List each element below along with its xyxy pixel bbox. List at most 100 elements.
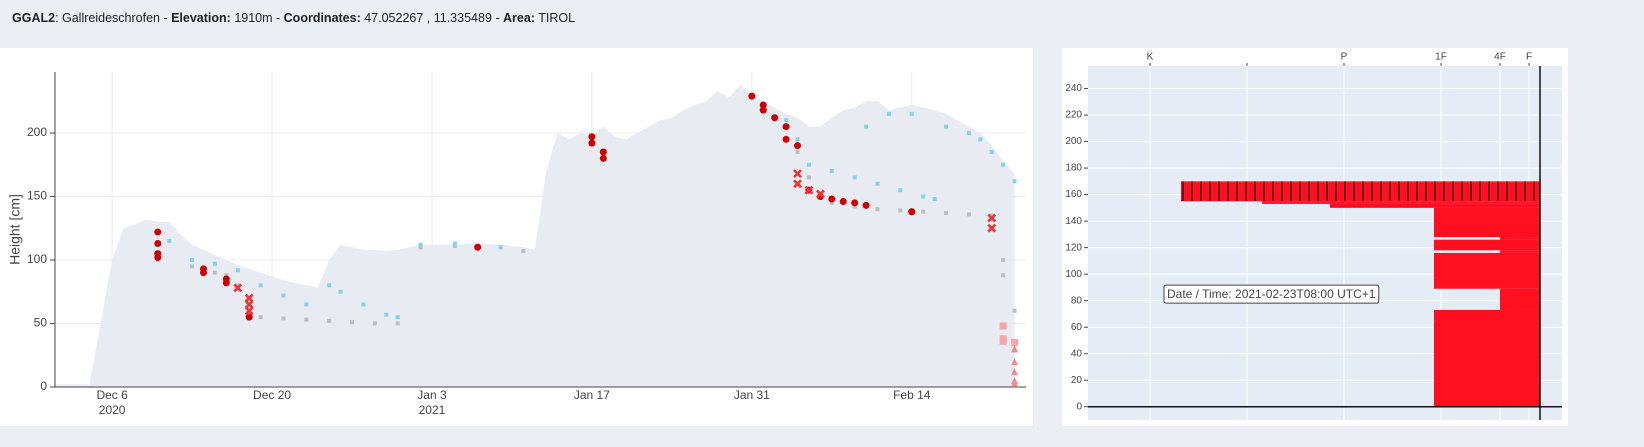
x-tick-label: 2021	[419, 403, 446, 417]
point	[233, 283, 243, 293]
hardness-layer	[1434, 207, 1540, 238]
y-tick-label: 220	[1065, 110, 1082, 121]
hardness-layer	[1500, 288, 1540, 310]
point	[1001, 257, 1006, 262]
point	[474, 243, 482, 251]
point	[599, 154, 607, 162]
y-tick-label: 100	[27, 252, 47, 266]
point	[921, 194, 926, 199]
y-axis-title: Height [cm]	[7, 194, 23, 265]
point	[167, 238, 172, 243]
point	[829, 200, 834, 205]
x-tick-label: 1F	[1435, 52, 1447, 63]
point	[989, 150, 994, 155]
y-tick-label: 0	[1076, 401, 1082, 412]
x-tick-label: K	[1147, 52, 1154, 63]
point	[987, 223, 997, 233]
point	[258, 315, 263, 320]
header-value: TIROL	[534, 11, 576, 25]
header-label: Elevation:	[171, 11, 231, 25]
point	[815, 189, 825, 199]
point	[498, 245, 503, 250]
y-tick-label: 140	[1065, 216, 1082, 227]
x-tick-label: Jan 17	[574, 388, 610, 402]
point	[999, 337, 1007, 345]
point	[327, 283, 332, 288]
point	[782, 135, 790, 143]
point	[804, 185, 814, 195]
point	[588, 133, 596, 141]
point	[978, 137, 983, 142]
y-tick-label: 40	[1071, 348, 1083, 359]
point	[521, 249, 526, 254]
y-tick-label: 200	[27, 125, 47, 139]
point	[1012, 308, 1017, 313]
point	[245, 313, 253, 321]
header-value: 47.052267 , 11.335489 -	[360, 11, 503, 25]
header-label: Coordinates:	[283, 11, 361, 25]
point	[806, 175, 811, 180]
point	[944, 124, 949, 129]
annotation-box	[1163, 284, 1380, 304]
x-tick-label: F	[1526, 52, 1532, 63]
x-tick-label: Feb 14	[893, 388, 931, 402]
point	[864, 124, 869, 129]
point	[999, 322, 1007, 330]
point	[909, 111, 914, 116]
x-tick-label: Dec 20	[253, 388, 291, 402]
hardness-layer	[1500, 250, 1540, 253]
point	[235, 283, 240, 288]
point	[304, 302, 309, 307]
point	[244, 306, 254, 316]
point	[759, 101, 767, 109]
point	[782, 123, 790, 131]
point	[154, 253, 162, 261]
point	[898, 188, 903, 193]
point	[987, 213, 997, 223]
point	[806, 162, 811, 167]
point	[886, 111, 891, 116]
hardness-layer	[1500, 237, 1540, 240]
point	[1011, 345, 1019, 353]
point	[966, 212, 971, 217]
point	[851, 199, 859, 207]
point	[418, 245, 423, 250]
header-value: 1910m -	[230, 11, 284, 25]
point	[793, 169, 802, 179]
point	[793, 179, 802, 189]
hardness-layer	[1434, 252, 1540, 289]
y-tick-label: 180	[1065, 163, 1082, 174]
y-tick-label: 160	[1065, 189, 1082, 200]
point	[759, 106, 767, 114]
point	[384, 312, 389, 317]
point	[222, 279, 230, 287]
point	[875, 207, 880, 212]
y-tick-label: 80	[1071, 295, 1083, 306]
point	[350, 320, 355, 325]
point	[281, 316, 286, 321]
point	[829, 169, 834, 174]
point	[154, 228, 162, 236]
hardness-layer	[1181, 181, 1540, 202]
hardness-layer	[1330, 203, 1540, 208]
annotation: Date / Time: 2021-02-23T08:00 UTC+1	[1167, 287, 1376, 301]
point	[771, 114, 779, 122]
point	[395, 315, 400, 320]
point	[599, 148, 607, 156]
point	[944, 210, 949, 215]
y-tick-label: 100	[1065, 269, 1082, 280]
point	[852, 204, 857, 209]
hardness-layer	[1262, 201, 1540, 204]
point	[190, 264, 195, 269]
y-tick-label: 60	[1071, 322, 1083, 333]
point	[784, 118, 789, 123]
header-label: Area:	[503, 11, 535, 25]
point	[235, 268, 240, 273]
point	[281, 293, 286, 298]
point	[1011, 379, 1019, 387]
y-tick-label: 200	[1065, 136, 1082, 147]
point	[304, 317, 309, 322]
